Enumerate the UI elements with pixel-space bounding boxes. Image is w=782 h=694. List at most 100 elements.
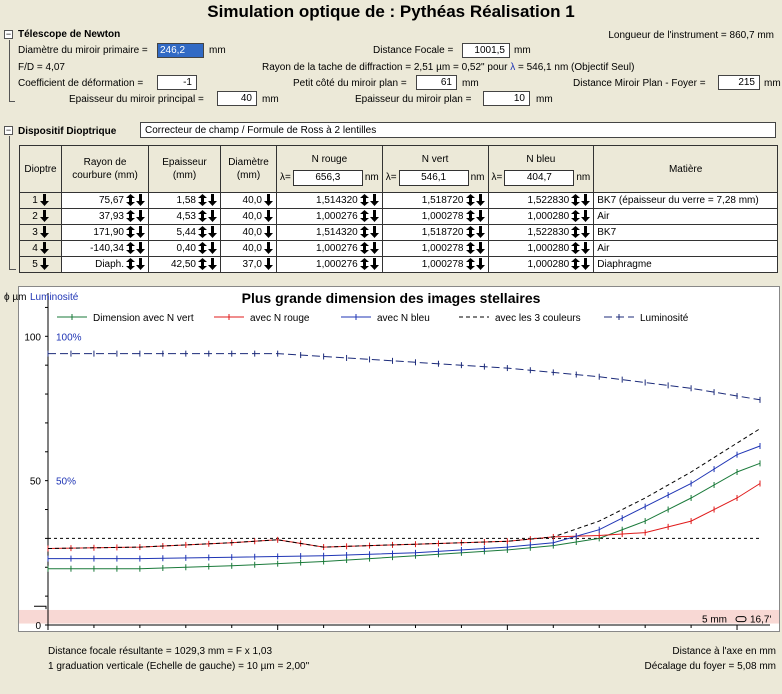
cell-nrouge[interactable]: 1,514320 xyxy=(276,192,383,209)
dist-foyer-input[interactable]: 215 xyxy=(718,75,760,90)
spin-arrows[interactable] xyxy=(39,258,49,271)
cell-diametre[interactable]: 37,0 xyxy=(220,256,277,273)
cell-nbleu[interactable]: 1,522830 xyxy=(487,192,595,209)
cell-nvert[interactable]: 1,000278 xyxy=(381,240,489,257)
lambda-vert-input[interactable]: 546,1 xyxy=(398,169,469,186)
arrow-down-icon xyxy=(136,242,145,255)
arrow-up-down-icon xyxy=(126,226,135,239)
cell-matiere[interactable]: Air xyxy=(593,240,778,257)
cell-rayon[interactable]: -140,34 xyxy=(61,240,149,257)
spin-arrows[interactable] xyxy=(126,242,145,255)
cell-nvert[interactable]: 1,000278 xyxy=(381,208,489,225)
arrow-up-down-icon xyxy=(359,242,369,255)
spin-arrows[interactable] xyxy=(39,226,49,239)
spin-arrows[interactable] xyxy=(359,258,379,271)
spin-arrows[interactable] xyxy=(126,226,145,239)
cell-diametre[interactable]: 40,0 xyxy=(220,240,277,257)
spin-arrows[interactable] xyxy=(264,226,273,239)
cell-nvert[interactable]: 1,518720 xyxy=(381,224,489,241)
spin-arrows[interactable] xyxy=(465,194,485,207)
cell-rayon[interactable]: 171,90 xyxy=(61,224,149,241)
diametre-label: Diamètre du miroir primaire = xyxy=(18,45,148,56)
spin-arrows[interactable] xyxy=(198,226,217,239)
arrow-down-icon xyxy=(208,258,217,271)
arrow-down-icon xyxy=(208,210,217,223)
cell-epaisseur[interactable]: 4,53 xyxy=(148,208,221,225)
spin-arrows[interactable] xyxy=(39,194,49,207)
cell-diametre[interactable]: 40,0 xyxy=(220,208,277,225)
spin-arrows[interactable] xyxy=(39,210,49,223)
cell-nbleu[interactable]: 1,000280 xyxy=(487,240,595,257)
band-label: 5 mm xyxy=(702,615,727,626)
diametre-input[interactable]: 246,2 xyxy=(157,43,204,58)
spin-arrows[interactable] xyxy=(198,210,217,223)
spin-arrows[interactable] xyxy=(264,258,273,271)
cell-nvert[interactable]: 1,000278 xyxy=(381,256,489,273)
cell-rayon[interactable]: 75,67 xyxy=(61,192,149,209)
arrow-up-down-icon xyxy=(571,258,581,271)
spin-arrows[interactable] xyxy=(126,258,145,271)
coef-input[interactable]: -1 xyxy=(157,75,197,90)
cell-diametre[interactable]: 40,0 xyxy=(220,192,277,209)
cell-epaisseur[interactable]: 0,40 xyxy=(148,240,221,257)
cell-diametre[interactable]: 40,0 xyxy=(220,224,277,241)
cell-nbleu[interactable]: 1,000280 xyxy=(487,208,595,225)
arrow-down-icon xyxy=(136,194,145,207)
telescope-collapse-button[interactable]: − xyxy=(4,29,13,39)
spin-arrows[interactable] xyxy=(571,210,591,223)
cell-epaisseur[interactable]: 42,50 xyxy=(148,256,221,273)
spin-arrows[interactable] xyxy=(39,242,49,255)
spin-arrows[interactable] xyxy=(465,210,485,223)
cell-epaisseur[interactable]: 1,58 xyxy=(148,192,221,209)
dist-foyer-label: Distance Miroir Plan - Foyer = xyxy=(573,78,706,89)
spin-arrows[interactable] xyxy=(571,242,591,255)
spin-arrows[interactable] xyxy=(571,194,591,207)
spin-arrows[interactable] xyxy=(126,210,145,223)
dioptrique-collapse-button[interactable]: − xyxy=(4,125,13,135)
cell-epaisseur[interactable]: 5,44 xyxy=(148,224,221,241)
spin-arrows[interactable] xyxy=(359,194,379,207)
lambda-bleu-input[interactable]: 404,7 xyxy=(504,169,575,186)
cell-matiere[interactable]: BK7 xyxy=(593,224,778,241)
arrow-down-icon xyxy=(264,258,273,271)
spin-arrows[interactable] xyxy=(264,210,273,223)
cell-nrouge[interactable]: 1,000276 xyxy=(276,208,383,225)
cell-matiere[interactable]: Diaphragme xyxy=(593,256,778,273)
formule-select[interactable]: Correcteur de champ / Formule de Ross à … xyxy=(140,122,776,138)
cell-nrouge[interactable]: 1,000276 xyxy=(276,240,383,257)
arrow-up-down-icon xyxy=(465,226,475,239)
spin-arrows[interactable] xyxy=(126,194,145,207)
spin-arrows[interactable] xyxy=(264,194,273,207)
spin-arrows[interactable] xyxy=(571,226,591,239)
petit-cote-input[interactable]: 61 xyxy=(416,75,457,90)
cell-rayon[interactable]: 37,93 xyxy=(61,208,149,225)
spin-arrows[interactable] xyxy=(359,242,379,255)
spin-arrows[interactable] xyxy=(465,226,485,239)
focale-input[interactable]: 1001,5 xyxy=(462,43,510,58)
cell-matiere[interactable]: BK7 (épaisseur du verre = 7,28 mm) xyxy=(593,192,778,209)
cell-nvert[interactable]: 1,518720 xyxy=(381,192,489,209)
legend-label: avec N bleu xyxy=(377,313,430,324)
spin-arrows[interactable] xyxy=(465,242,485,255)
cell-nrouge[interactable]: 1,000276 xyxy=(276,256,383,273)
ep-plan-input[interactable]: 10 xyxy=(483,91,530,106)
spin-arrows[interactable] xyxy=(198,258,217,271)
spin-arrows[interactable] xyxy=(264,242,273,255)
spin-arrows[interactable] xyxy=(571,258,591,271)
spin-arrows[interactable] xyxy=(198,194,217,207)
lambda-rouge-input[interactable]: 656,3 xyxy=(292,169,363,186)
cell-rayon[interactable]: Diaph. xyxy=(61,256,149,273)
arrow-up-down-icon xyxy=(571,194,581,207)
cell-nbleu[interactable]: 1,522830 xyxy=(487,224,595,241)
spin-arrows[interactable] xyxy=(465,258,485,271)
ep-principal-input[interactable]: 40 xyxy=(217,91,257,106)
spin-arrows[interactable] xyxy=(359,210,379,223)
legend-label: Luminosité xyxy=(640,313,689,324)
spin-arrows[interactable] xyxy=(359,226,379,239)
cell-matiere[interactable]: Air xyxy=(593,208,778,225)
spin-arrows[interactable] xyxy=(198,242,217,255)
cell-nrouge[interactable]: 1,514320 xyxy=(276,224,383,241)
cell-nbleu[interactable]: 1,000280 xyxy=(487,256,595,273)
unit-mm: mm xyxy=(764,78,781,89)
